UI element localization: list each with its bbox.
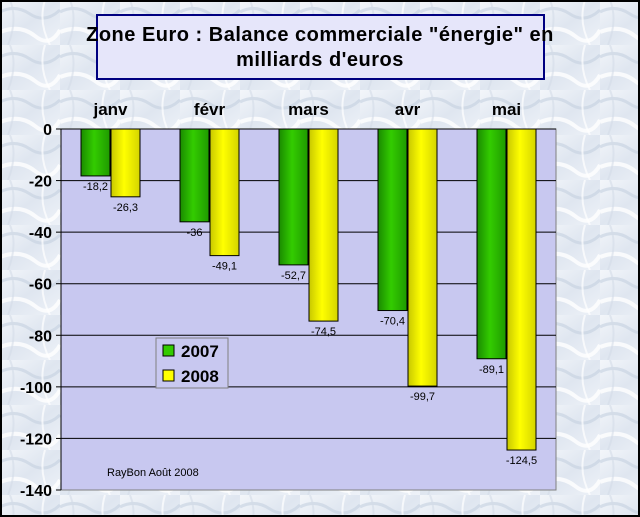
data-label-2008-mai: -124,5: [506, 455, 537, 467]
bar-2008-févr: [209, 128, 240, 257]
y-tick-label: 0: [43, 122, 52, 139]
bar-2008-mai: [506, 128, 537, 451]
category-labels: janv févr mars avr mai: [92, 100, 521, 119]
category-label: avr: [395, 100, 421, 119]
bar-2007-mars: [278, 128, 309, 266]
data-label-2008-mars: -74,5: [311, 326, 336, 338]
category-label: mars: [288, 100, 329, 119]
bar-2008-avr: [407, 128, 438, 387]
y-tick-label: -20: [29, 174, 52, 191]
title-box: [96, 14, 545, 80]
data-label-2008-avr: -99,7: [410, 391, 435, 403]
legend-label-2007: 2007: [181, 342, 219, 361]
legend-label-2008: 2008: [181, 367, 219, 386]
legend-swatch-2007: [162, 344, 175, 357]
data-label-2007-mars: -52,7: [281, 270, 306, 282]
bar-2007-avr: [377, 128, 408, 312]
data-label-2007-févr: -36: [187, 227, 203, 239]
bar-2007-févr: [179, 128, 210, 223]
data-label-2007-avr: -70,4: [380, 316, 405, 328]
bar-2008-mars: [308, 128, 339, 322]
bar-2007-janv: [80, 128, 111, 177]
legend-swatch-2008: [162, 369, 175, 382]
bar-2007-mai: [476, 128, 507, 360]
y-tick-label: -80: [29, 328, 52, 345]
y-axis-ticks: 0 -20 -40 -60 -80 -100 -120 -140: [20, 122, 52, 500]
y-tick-label: -140: [20, 483, 52, 500]
data-label-2007-mai: -89,1: [479, 364, 504, 376]
category-label: janv: [92, 100, 128, 119]
y-tick-label: -120: [20, 431, 52, 448]
y-tick-label: -60: [29, 277, 52, 294]
bar-2008-janv: [110, 128, 141, 198]
data-label-2008-janv: -26,3: [113, 202, 138, 214]
category-label: févr: [194, 100, 226, 119]
data-label-2007-janv: -18,2: [83, 181, 108, 193]
chart-title-line2: milliards d'euros: [236, 49, 404, 71]
chart-title-line1: Zone Euro : Balance commerciale "énergie…: [86, 24, 554, 46]
category-label: mai: [492, 100, 521, 119]
y-tick-label: -100: [20, 380, 52, 397]
data-label-2008-févr: -49,1: [212, 261, 237, 273]
bars: [80, 128, 537, 451]
legend: 2007 2008: [155, 337, 229, 389]
credit-annotation: RayBon Août 2008: [107, 467, 199, 479]
data-labels: -18,2 -26,3 -36 -49,1 -52,7 -74,5 -70,4 -99,7 -8…: [83, 181, 537, 467]
y-tick-label: -40: [29, 225, 52, 242]
